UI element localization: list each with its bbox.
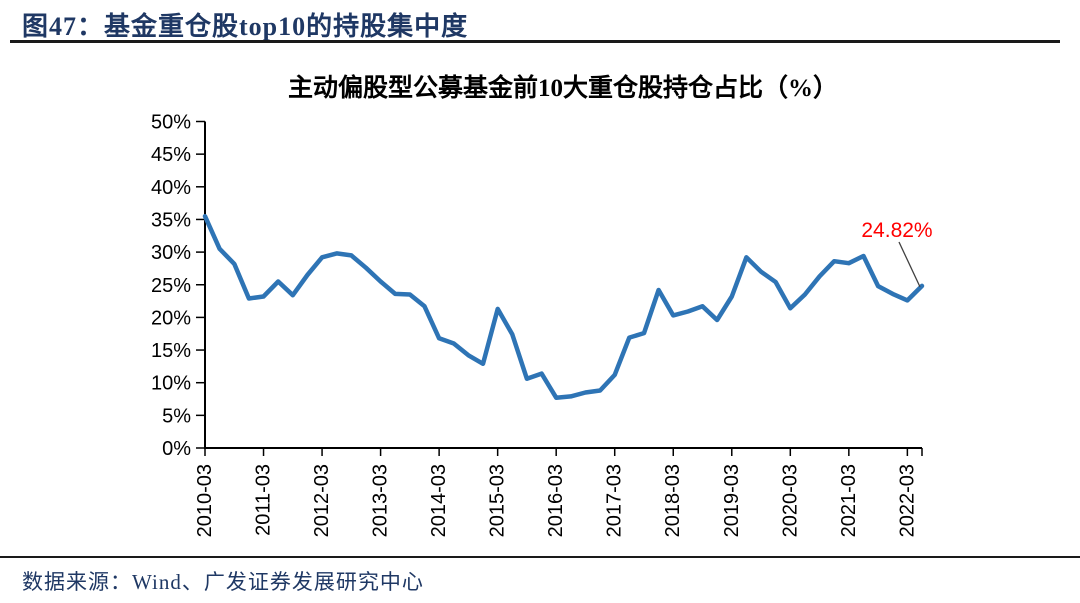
chart-area: 主动偏股型公募基金前10大重仓股持仓占比（%） 0% 5% 10% 15% 20% 25%… — [0, 44, 1080, 556]
x-tick-label: 2020-03 — [779, 464, 801, 537]
y-tick-label: 0% — [162, 438, 191, 460]
y-tick-label: 20% — [151, 307, 191, 329]
x-tick-label: 2022-03 — [896, 464, 918, 537]
x-tick-label: 2018-03 — [662, 464, 684, 537]
y-tick-label: 35% — [151, 209, 191, 231]
y-tick-label: 15% — [151, 340, 191, 362]
y-tick-label: 50% — [151, 112, 191, 134]
x-tick-label: 2010-03 — [194, 464, 216, 537]
data-line — [202, 213, 925, 400]
x-tick-label: 2014-03 — [428, 464, 450, 537]
y-tick-label: 25% — [151, 275, 191, 297]
x-tick-label: 2021-03 — [838, 464, 860, 537]
y-tick-label: 40% — [151, 177, 191, 199]
y-tick-label: 10% — [151, 373, 191, 395]
x-tick-label: 2015-03 — [487, 464, 509, 537]
y-axis: 0% 5% 10% 15% 20% 25% 30% 35% 40% 45% 50% — [151, 112, 206, 460]
annotation-leader-line — [898, 241, 921, 288]
x-tick-label: 2016-03 — [545, 464, 567, 537]
x-tick-label: 2011-03 — [253, 464, 275, 536]
x-tick-label: 2019-03 — [721, 464, 743, 537]
annotation-label: 24.82% — [861, 219, 932, 242]
x-tick-label: 2013-03 — [370, 464, 392, 537]
x-tick-label: 2012-03 — [311, 464, 333, 537]
footer-rule — [0, 556, 1080, 558]
concentration-line-chart: 主动偏股型公募基金前10大重仓股持仓占比（%） 0% 5% 10% 15% 20% 25%… — [151, 73, 933, 537]
x-tick-label: 2017-03 — [604, 464, 626, 537]
source-text: 数据来源：Wind、广发证券发展研究中心 — [22, 570, 424, 594]
header-rule — [10, 40, 1060, 43]
x-axis: 2010-03 2011-03 2012-03 2013-03 2014-03 2015-… — [194, 447, 923, 537]
y-tick-label: 30% — [151, 242, 191, 264]
chart-title: 主动偏股型公募基金前10大重仓股持仓占比（%） — [288, 73, 838, 102]
figure-title: 图47：基金重仓股top10的持股集中度 — [22, 12, 469, 41]
y-tick-label: 45% — [151, 144, 191, 166]
y-tick-label: 5% — [162, 405, 191, 427]
